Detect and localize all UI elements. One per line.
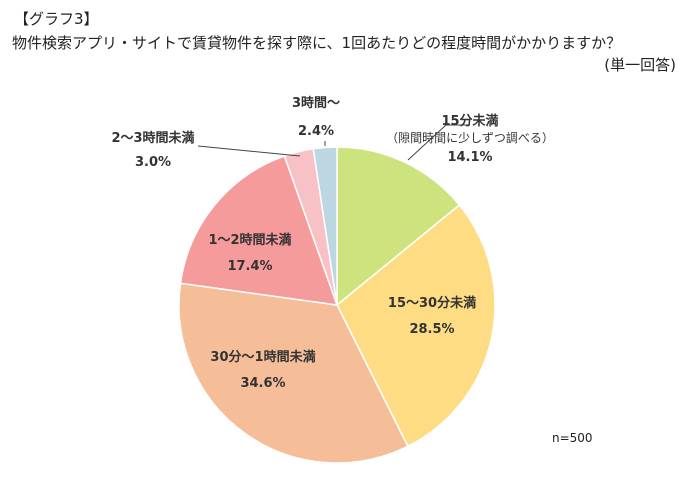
sample-size: n=500: [552, 431, 593, 445]
slice-label-2: 30分～1時間未満 34.6%: [210, 350, 316, 391]
pie-slice-5: [312, 146, 338, 306]
graph-tag: 【グラフ3】: [14, 10, 99, 28]
slice-label-3: 1～2時間未満 17.4%: [208, 233, 292, 274]
slice-label-0: 15分未満 （隙間時間に少しずつ調べる） 14.1%: [386, 114, 554, 165]
slice-label-5: 3時間～ 2.4%: [291, 96, 341, 139]
leader-line-1: [197, 145, 301, 157]
pie-slice-2: [178, 282, 409, 464]
pie-slice-0: [336, 146, 461, 307]
pie-slice-1: [336, 203, 496, 448]
slice-label-1: 15～30分未満 28.5%: [387, 296, 477, 337]
answer-type: (単一回答): [604, 56, 676, 74]
slice-label-4: 2～3時間未満 3.0%: [111, 131, 195, 170]
chart-title: 物件検索アプリ・サイトで賃貸物件を探す際に、1回あたりどの程度時間がかかりますか…: [12, 34, 622, 52]
leader-line-0: [407, 124, 470, 161]
pie-slice-3: [179, 155, 339, 306]
